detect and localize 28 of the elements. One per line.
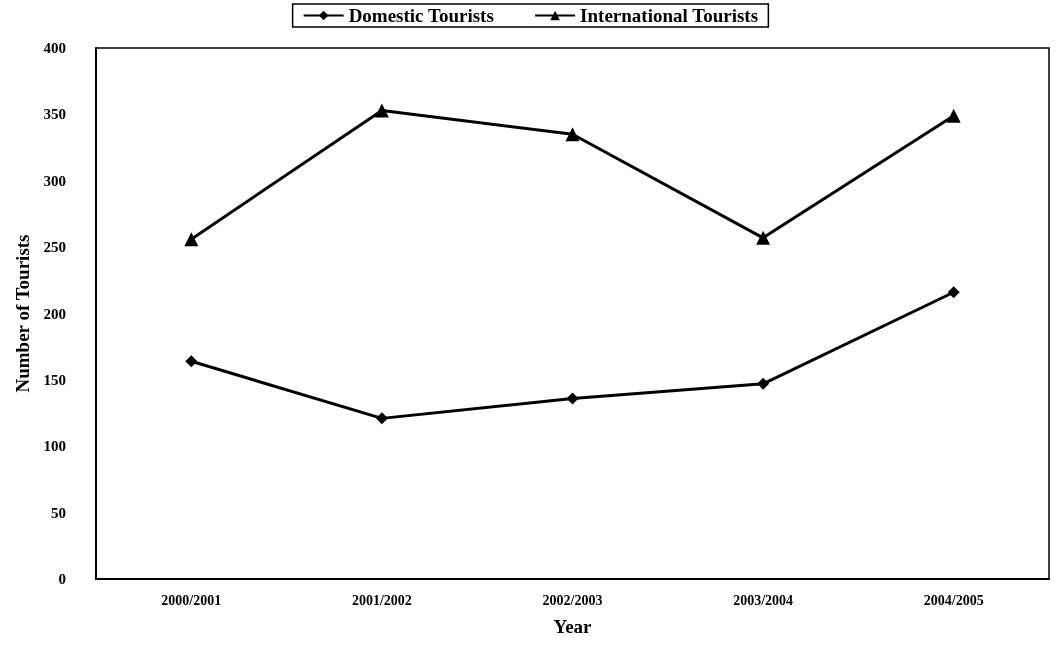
y-tick-label: 400 [43, 40, 66, 56]
point [374, 103, 389, 118]
y-tick-label: 200 [43, 305, 66, 322]
y-tick-label: 50 [51, 504, 66, 521]
y-axis-title: Number of Tourists [12, 234, 33, 393]
point [185, 355, 198, 368]
x-tick-label: 2002/2003 [542, 592, 603, 608]
x-axis-title: Year [553, 616, 593, 637]
point [756, 230, 771, 245]
y-tick-label: 150 [43, 371, 66, 388]
y-tick-label: 300 [43, 172, 66, 189]
x-tick-label: 2001/2002 [351, 592, 412, 608]
legend-label: International Tourists [580, 5, 759, 26]
y-tick-label: 0 [58, 571, 66, 587]
point [565, 127, 580, 142]
point [184, 232, 199, 247]
x-tick-label: 2003/2004 [733, 592, 794, 608]
y-tick-label: 250 [43, 239, 66, 256]
point [947, 286, 960, 299]
y-tick-label: 100 [43, 438, 66, 455]
y-tick-label: 350 [43, 106, 66, 123]
x-tick-label: 2004/2005 [923, 592, 984, 608]
point [757, 377, 770, 390]
point [946, 108, 961, 123]
point [375, 412, 388, 425]
x-tick-label: 2000/2001 [161, 592, 222, 608]
legend-label: Domestic Tourists [348, 5, 494, 26]
point [566, 392, 579, 405]
